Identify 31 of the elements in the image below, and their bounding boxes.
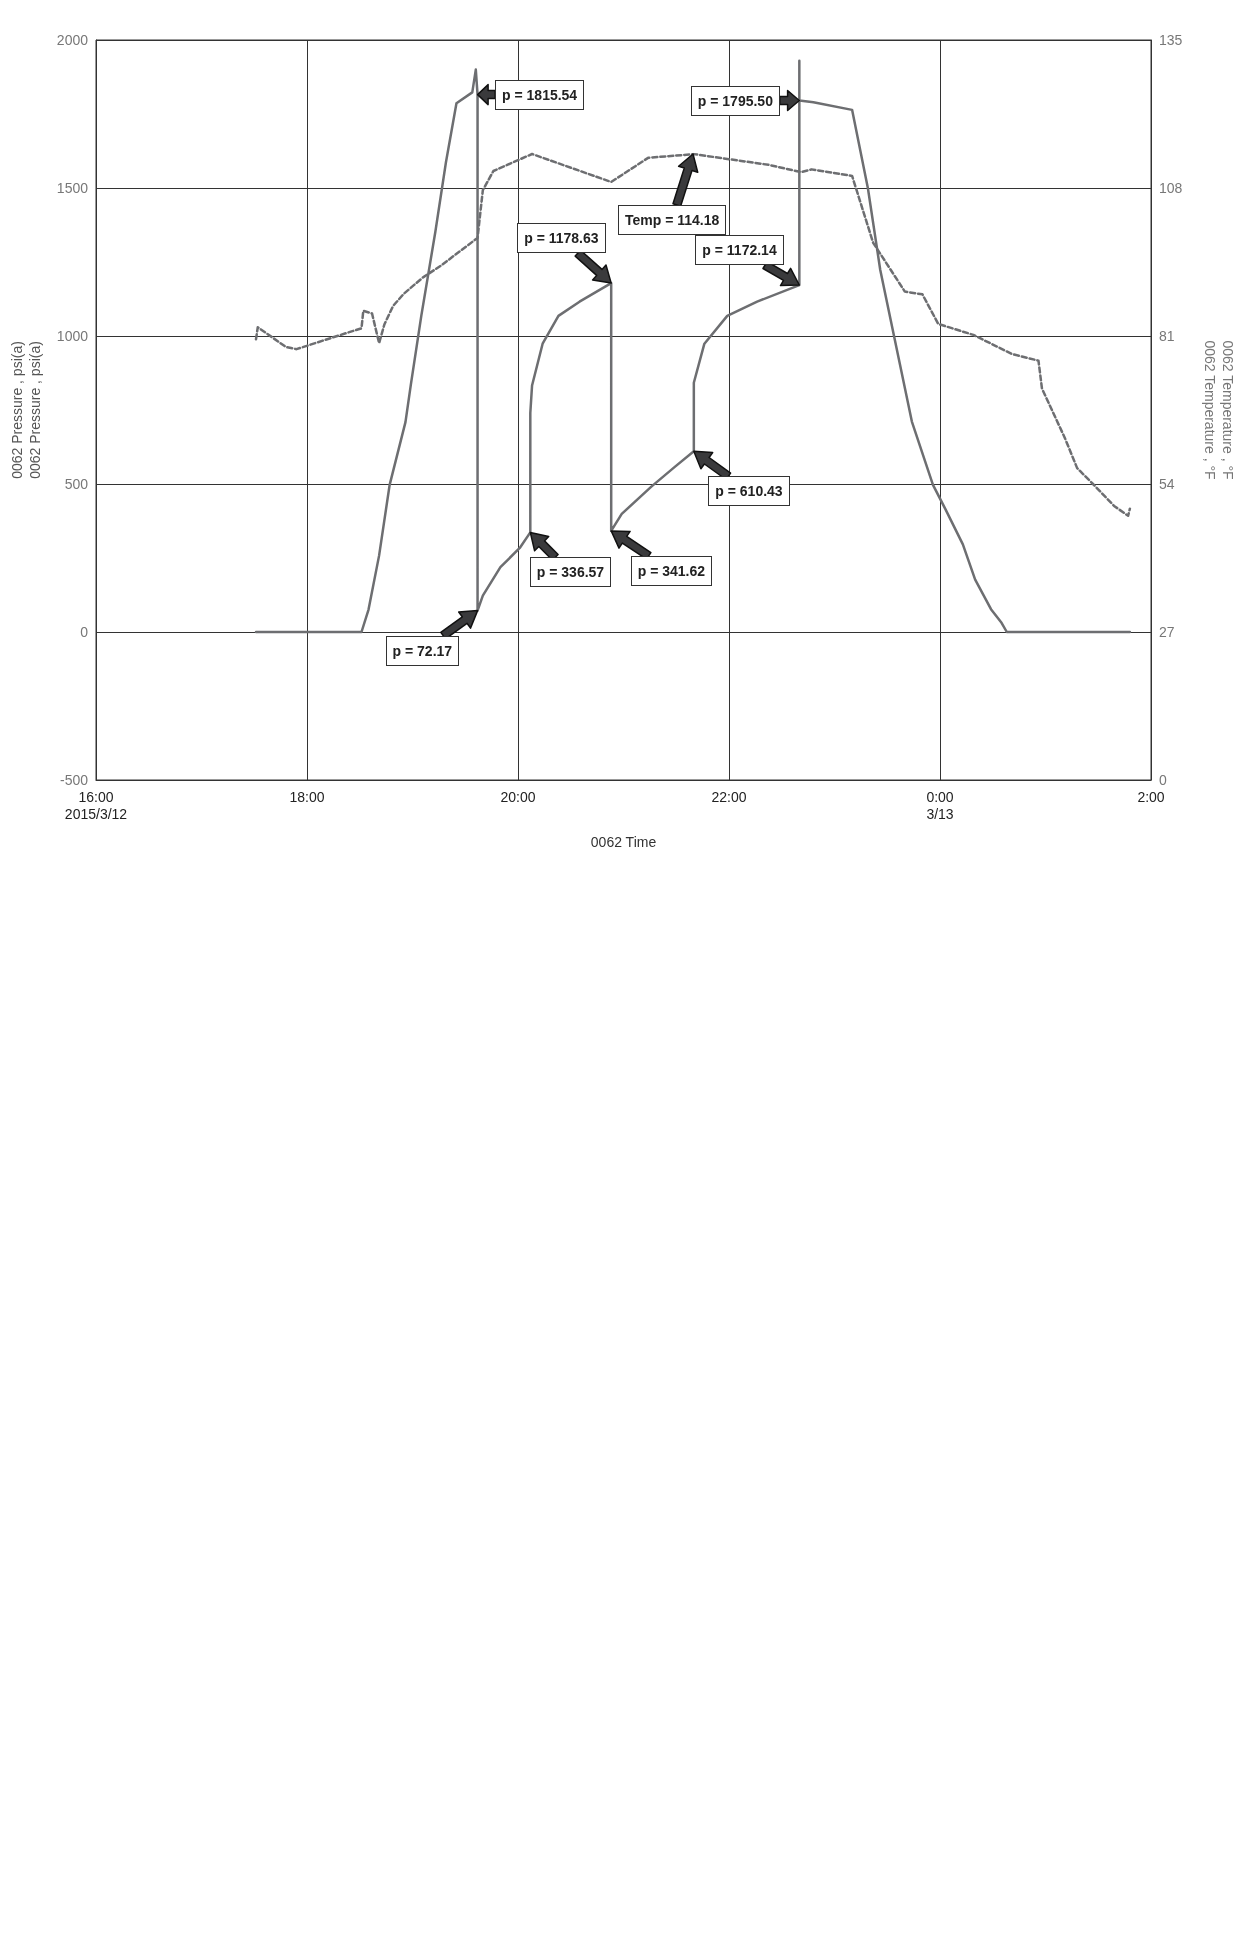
x-tick-label: 0:00 3/13 [926, 788, 954, 822]
y-tick-label: -500 [59, 772, 89, 788]
y-tick-label: 500 [64, 476, 89, 492]
y-tick-label: 0 [80, 624, 89, 640]
y-axis-title: 0062 Pressure , psi(a) 0062 Pressure , psi(a) [9, 341, 43, 479]
x-tick-label: 16:00 2015/3/12 [64, 788, 128, 822]
y2-axis-title: 0062 Temperature , °F 0062 Temperature , °F [1202, 340, 1236, 480]
x-tick-label: 20:00 [500, 788, 536, 805]
y-tick-label: 2000 [56, 32, 89, 48]
y2-tick-label: 27 [1159, 624, 1175, 640]
x-tick-label: 18:00 [289, 788, 325, 805]
annotation: p = 610.43 [708, 476, 790, 507]
x-tick-label: 22:00 [711, 788, 747, 805]
annotation: p = 1815.54 [495, 79, 585, 110]
x-axis-title: 0062 Time [590, 834, 657, 850]
y2-tick-label: 135 [1159, 32, 1183, 48]
y-tick-label: 1500 [56, 180, 89, 196]
y2-tick-label: 81 [1159, 328, 1175, 344]
annotation: p = 72.17 [385, 635, 460, 666]
y2-tick-label: 0 [1159, 772, 1167, 788]
y-tick-label: 1000 [56, 328, 89, 344]
annotation: p = 341.62 [630, 555, 713, 586]
y2-tick-label: 108 [1159, 180, 1183, 196]
annotation: p = 1178.63 [517, 223, 606, 254]
annotation: p = 336.57 [529, 557, 612, 588]
annotation: p = 1795.50 [690, 85, 780, 116]
annotation: Temp = 114.18 [618, 205, 727, 235]
y2-tick-label: 54 [1159, 476, 1175, 492]
line-series [254, 59, 1132, 634]
annotation: p = 1172.14 [695, 235, 784, 266]
x-tick-label: 2:00 [1137, 788, 1165, 805]
